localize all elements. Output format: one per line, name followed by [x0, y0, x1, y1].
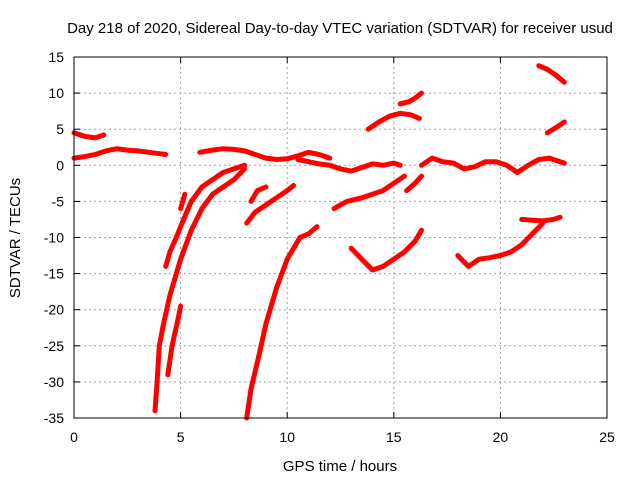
- series-arc-5: [165, 303, 184, 378]
- data-series: [71, 63, 567, 421]
- series-arc-21: [544, 119, 567, 136]
- series-arc-2: [71, 130, 107, 141]
- series-arc-11: [295, 157, 403, 174]
- series-arc-10: [248, 184, 269, 204]
- series-arc-13: [348, 227, 424, 273]
- chart-title: Day 218 of 2020, Sidereal Day-to-day VTE…: [67, 20, 613, 37]
- series-arc-17: [419, 155, 567, 175]
- x-tick-label: 15: [386, 429, 402, 445]
- y-tick-label: 0: [56, 157, 64, 173]
- axis-ticks: 0 5 10 15 20 25 15 10 5 0 -5 -10 -15 -20 -25 -30 -35: [44, 49, 615, 445]
- series-arc-4: [163, 162, 248, 269]
- x-tick-label: 5: [177, 429, 185, 445]
- series-arc-7: [197, 146, 333, 162]
- series-arc-1: [71, 146, 169, 161]
- y-tick-label: -5: [52, 193, 65, 209]
- x-tick-label: 20: [493, 429, 509, 445]
- x-tick-label: 10: [279, 429, 295, 445]
- series-arc-9: [244, 183, 297, 226]
- series-arc-6: [178, 191, 188, 212]
- y-axis-label: SDTVAR / TECUs: [7, 178, 24, 298]
- y-tick-label: -20: [44, 302, 64, 318]
- x-axis-label: GPS time / hours: [283, 458, 397, 475]
- series-arc-14: [365, 110, 422, 132]
- series-arc-18: [455, 220, 546, 269]
- plot-frame: [73, 56, 608, 419]
- y-tick-label: -25: [44, 338, 64, 354]
- y-tick-label: 15: [48, 49, 64, 65]
- series-arc-8: [244, 224, 320, 421]
- series-arc-19: [519, 214, 563, 224]
- x-tick-label: 25: [599, 429, 615, 445]
- y-tick-label: -35: [44, 410, 64, 426]
- y-tick-label: -30: [44, 374, 64, 390]
- y-tick-label: -15: [44, 266, 64, 282]
- series-arc-20: [536, 63, 567, 85]
- series-arc-12: [331, 173, 407, 212]
- series-arc-15: [397, 90, 424, 107]
- x-tick-label: 0: [70, 429, 78, 445]
- series-arc-16: [404, 173, 424, 194]
- y-tick-label: 5: [56, 121, 64, 137]
- y-tick-label: -10: [44, 230, 64, 246]
- series-arc-3: [152, 166, 248, 414]
- y-tick-label: 10: [48, 85, 64, 101]
